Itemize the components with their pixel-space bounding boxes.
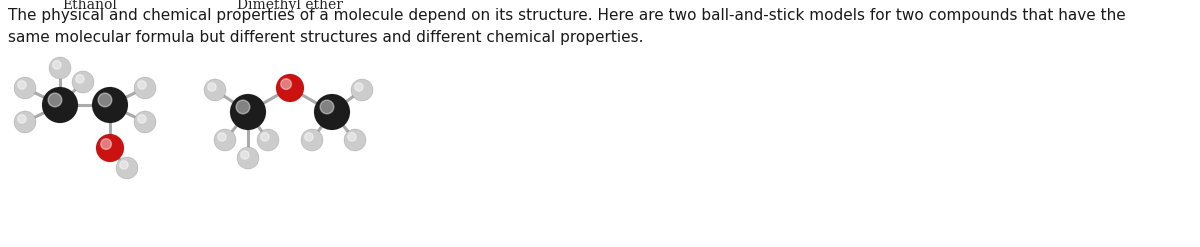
Circle shape: [301, 129, 323, 151]
Circle shape: [257, 129, 278, 151]
Circle shape: [138, 81, 146, 89]
Circle shape: [314, 94, 350, 130]
Circle shape: [92, 87, 128, 123]
Circle shape: [134, 111, 156, 133]
Circle shape: [18, 81, 26, 89]
Circle shape: [72, 71, 94, 93]
Circle shape: [48, 93, 62, 107]
Circle shape: [214, 129, 236, 151]
Circle shape: [320, 100, 334, 114]
Circle shape: [260, 133, 269, 141]
Circle shape: [352, 79, 373, 101]
Text: The physical and chemical properties of a molecule depend on its structure. Here: The physical and chemical properties of …: [8, 8, 1126, 23]
Circle shape: [230, 94, 266, 130]
Circle shape: [42, 87, 78, 123]
Circle shape: [53, 61, 61, 69]
Circle shape: [276, 74, 304, 102]
Text: Dimethyl ether: Dimethyl ether: [238, 0, 343, 12]
Circle shape: [238, 147, 259, 169]
Circle shape: [138, 115, 146, 123]
Circle shape: [281, 79, 292, 89]
Circle shape: [241, 151, 250, 159]
Circle shape: [101, 139, 112, 149]
Circle shape: [96, 134, 124, 162]
Circle shape: [116, 157, 138, 179]
Circle shape: [134, 77, 156, 99]
Circle shape: [14, 111, 36, 133]
Circle shape: [208, 83, 216, 91]
Circle shape: [120, 161, 128, 169]
Circle shape: [305, 133, 313, 141]
Text: Ethanol: Ethanol: [62, 0, 118, 12]
Circle shape: [236, 100, 250, 114]
Circle shape: [344, 129, 366, 151]
Circle shape: [217, 133, 226, 141]
Circle shape: [348, 133, 356, 141]
Circle shape: [204, 79, 226, 101]
Circle shape: [49, 57, 71, 79]
Circle shape: [98, 93, 112, 107]
Circle shape: [18, 115, 26, 123]
Circle shape: [76, 75, 84, 83]
Circle shape: [14, 77, 36, 99]
Text: same molecular formula but different structures and different chemical propertie: same molecular formula but different str…: [8, 30, 643, 45]
Circle shape: [355, 83, 364, 91]
